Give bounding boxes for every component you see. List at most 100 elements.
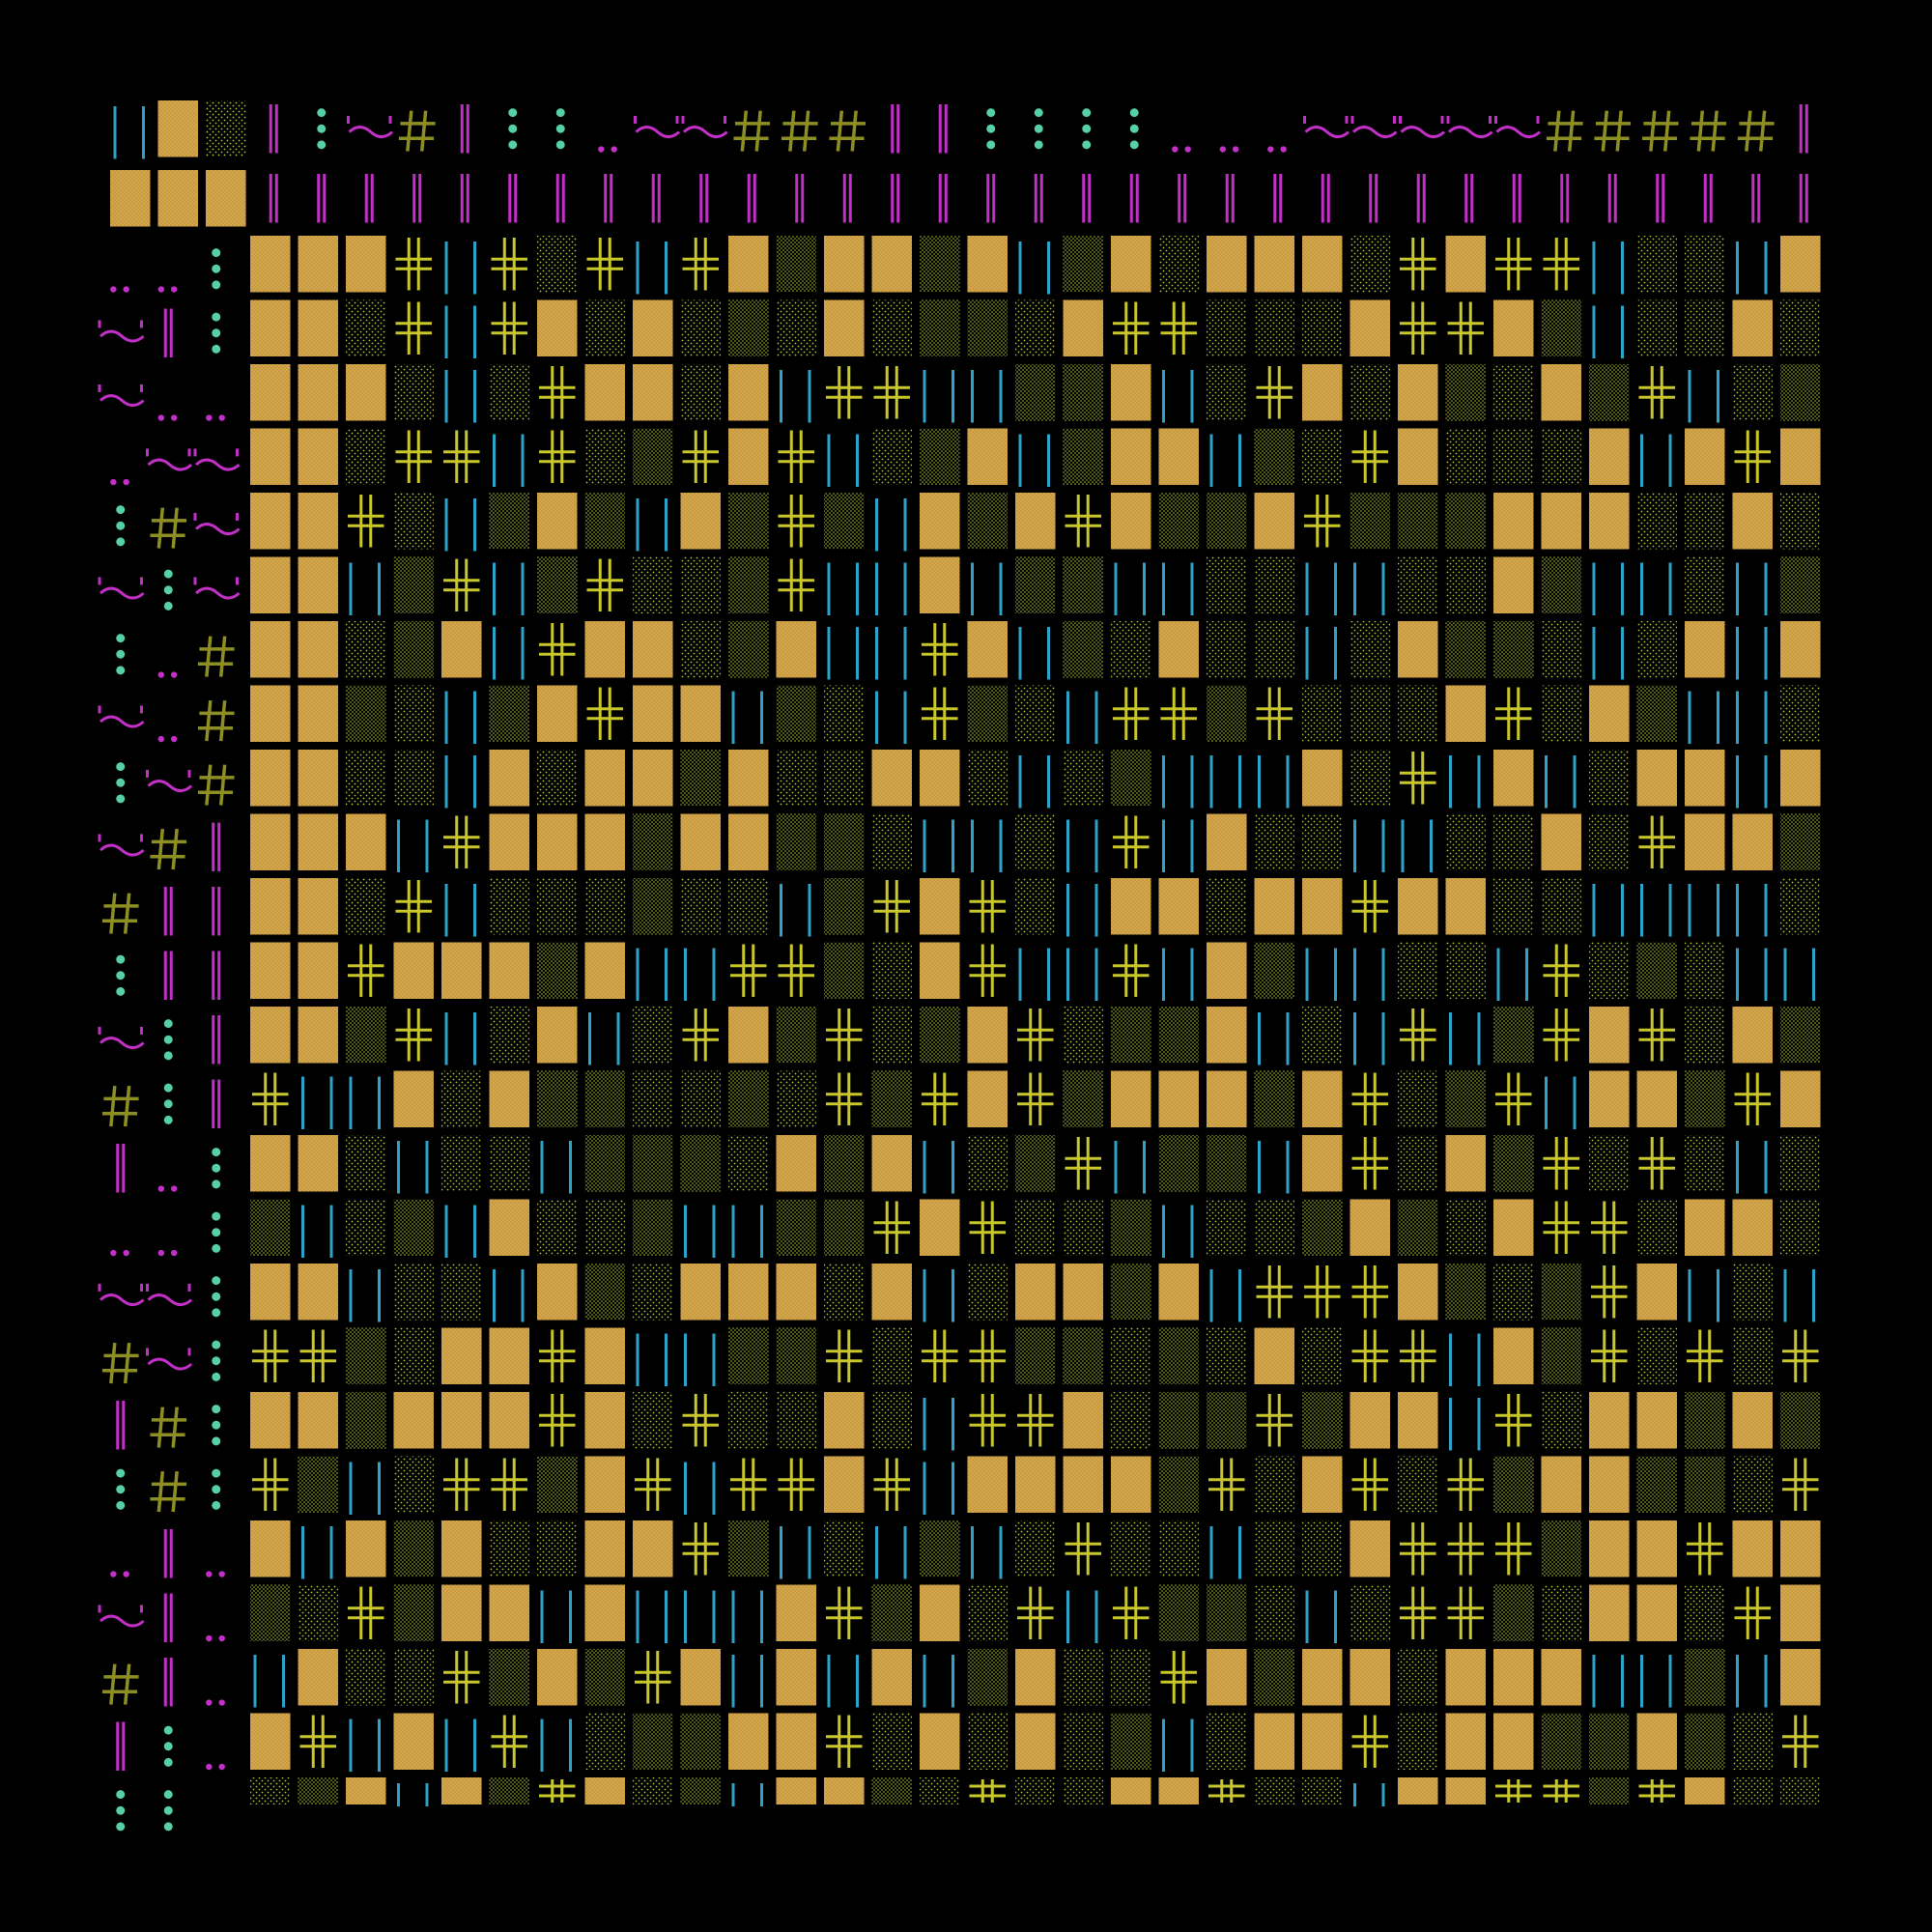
mosaic-tile (1160, 301, 1197, 355)
mosaic-tile (250, 621, 291, 678)
mosaic-tile (444, 1012, 476, 1065)
mosaic-tile (1780, 685, 1821, 742)
mosaic-tile (1640, 1655, 1672, 1708)
mosaic-tile (346, 750, 386, 807)
mosaic-tile (1209, 434, 1241, 487)
mosaic-tile (1207, 1070, 1247, 1127)
mosaic-tile (250, 1584, 291, 1641)
mosaic-tile (1066, 948, 1098, 1001)
mosaic-tile (1445, 1649, 1486, 1706)
mosaic-tile (489, 942, 529, 999)
mosaic-tile (1114, 562, 1146, 615)
mosaic-tile (1496, 948, 1528, 1001)
mosaic-tile (1685, 942, 1725, 999)
mosaic-tile (873, 1458, 910, 1511)
mosaic-tile (1636, 621, 1677, 678)
side-glyph (98, 320, 145, 343)
mosaic-tile (1209, 1526, 1241, 1579)
mosaic-tile (1636, 1070, 1677, 1127)
mosaic-tile (1398, 1777, 1438, 1804)
mosaic-tile (441, 1135, 482, 1192)
mosaic-tile (1113, 301, 1150, 355)
mosaic-tile (301, 1205, 333, 1258)
mosaic-tile (250, 942, 291, 999)
mosaic-tile (1638, 1779, 1675, 1803)
mosaic-tile (489, 1007, 529, 1064)
mosaic-tile (1111, 1456, 1151, 1513)
mosaic-tile (1685, 621, 1725, 678)
mosaic-tile (1258, 755, 1290, 809)
mosaic-tile (1732, 1327, 1773, 1384)
mosaic-tile (636, 948, 668, 1001)
mosaic-tile (731, 1205, 763, 1258)
mosaic-tile (1636, 1199, 1677, 1256)
header-glyph (460, 104, 469, 154)
mosaic-tile (1493, 1135, 1534, 1192)
mosaic-tile (1063, 1392, 1103, 1449)
mosaic-tile (1445, 1135, 1486, 1192)
side-glyph (110, 1249, 129, 1257)
mosaic-tile (250, 1135, 291, 1192)
mosaic-tile (969, 880, 1006, 933)
mosaic-tile (537, 750, 578, 807)
mosaic-tile (920, 1007, 960, 1064)
mosaic-tile (1015, 1456, 1056, 1513)
mosaic-tile (1493, 1264, 1534, 1321)
side-glyph (146, 448, 193, 471)
mosaic-tile (584, 1070, 625, 1127)
mosaic-tile (1688, 884, 1719, 937)
mosaic-tile (1207, 621, 1247, 678)
mosaic-tile (1015, 556, 1056, 613)
mosaic-tile (441, 942, 482, 999)
mosaic-tile (1780, 621, 1821, 678)
mosaic-tile (1018, 242, 1050, 295)
side-glyph (116, 1468, 126, 1510)
mosaic-tile (680, 621, 721, 678)
side-glyph (110, 286, 129, 293)
mosaic-tile (298, 1392, 338, 1449)
mosaic-tile (1685, 1392, 1725, 1449)
mosaic-tile (489, 493, 529, 550)
mosaic-tile (1160, 687, 1197, 740)
mosaic-tile (1545, 1076, 1577, 1129)
mosaic-tile (1350, 1199, 1390, 1256)
mosaic-tile (444, 755, 476, 809)
mosaic-tile (1398, 556, 1438, 613)
mosaic-tile (584, 621, 625, 678)
mosaic-tile (1685, 1070, 1725, 1127)
mosaic-tile (1732, 364, 1773, 421)
mosaic-tile (539, 366, 576, 419)
mosaic-tile (1207, 813, 1247, 870)
mosaic-tile (1254, 1777, 1294, 1804)
mosaic-tile (1736, 948, 1768, 1001)
mosaic-tile (1158, 1456, 1199, 1513)
mosaic-tile (1640, 562, 1672, 615)
mosaic-tile (776, 685, 816, 742)
mosaic-tile (728, 1392, 769, 1449)
mosaic-tile (1732, 1392, 1773, 1449)
mosaic-tile (1780, 1777, 1821, 1804)
mosaic-tile (298, 1777, 338, 1804)
mosaic-tile (730, 944, 767, 997)
side-glyph (116, 954, 126, 996)
mosaic-tile (1302, 428, 1343, 485)
mosaic-tile (586, 238, 623, 291)
mosaic-tile (635, 1651, 671, 1704)
mosaic-tile (824, 1199, 865, 1256)
mosaic-tile (824, 1777, 865, 1804)
mosaic-tile (540, 1719, 572, 1772)
mosaic-tile (1449, 1398, 1481, 1451)
mosaic-tile (346, 1392, 386, 1449)
side-glyph (98, 577, 145, 600)
mosaic-tile (250, 236, 291, 293)
mosaic-tile (969, 1394, 1006, 1447)
mosaic-tile (1541, 1392, 1581, 1449)
header-glyph (829, 110, 867, 152)
mosaic-tile (298, 1135, 338, 1192)
mosaic-tile (1493, 1327, 1534, 1384)
mosaic-tile (397, 819, 429, 872)
mosaic-tile (393, 685, 434, 742)
mosaic-tile (1063, 1007, 1103, 1064)
mosaic-tile (1543, 1779, 1579, 1803)
header-mag-bar (747, 174, 756, 223)
